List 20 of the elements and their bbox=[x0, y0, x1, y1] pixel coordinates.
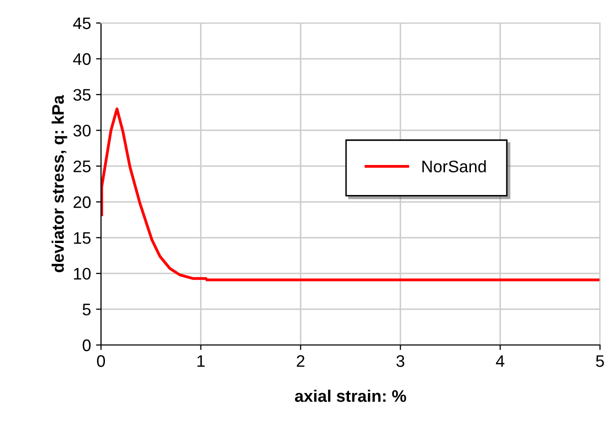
y-tick-label: 20 bbox=[74, 196, 91, 208]
y-tick-label: 10 bbox=[74, 268, 91, 280]
y-tick-label: 15 bbox=[74, 232, 91, 244]
y-tick-label: 35 bbox=[73, 88, 91, 101]
legend-label: NorSand bbox=[422, 160, 486, 172]
x-tick-label: 1 bbox=[197, 355, 205, 367]
y-tick-label: 25 bbox=[74, 160, 91, 172]
x-axis-title: axial strain: % bbox=[294, 390, 406, 402]
x-tick-label: 5 bbox=[596, 355, 604, 367]
x-tick-label: 0 bbox=[97, 355, 105, 367]
y-tick-label: 40 bbox=[73, 53, 91, 65]
y-tick-label: 30 bbox=[73, 124, 91, 137]
y-tick-label: 5 bbox=[82, 304, 91, 316]
y-tick-label: 45 bbox=[73, 18, 91, 30]
x-tick-label: 2 bbox=[296, 355, 304, 367]
y-axis-title: deviator stress, q: kPa bbox=[52, 94, 68, 272]
x-tick-label: 4 bbox=[496, 355, 504, 367]
y-tick-label: 0 bbox=[82, 339, 91, 352]
line-series bbox=[101, 107, 600, 282]
x-tick-label: 3 bbox=[396, 355, 404, 367]
